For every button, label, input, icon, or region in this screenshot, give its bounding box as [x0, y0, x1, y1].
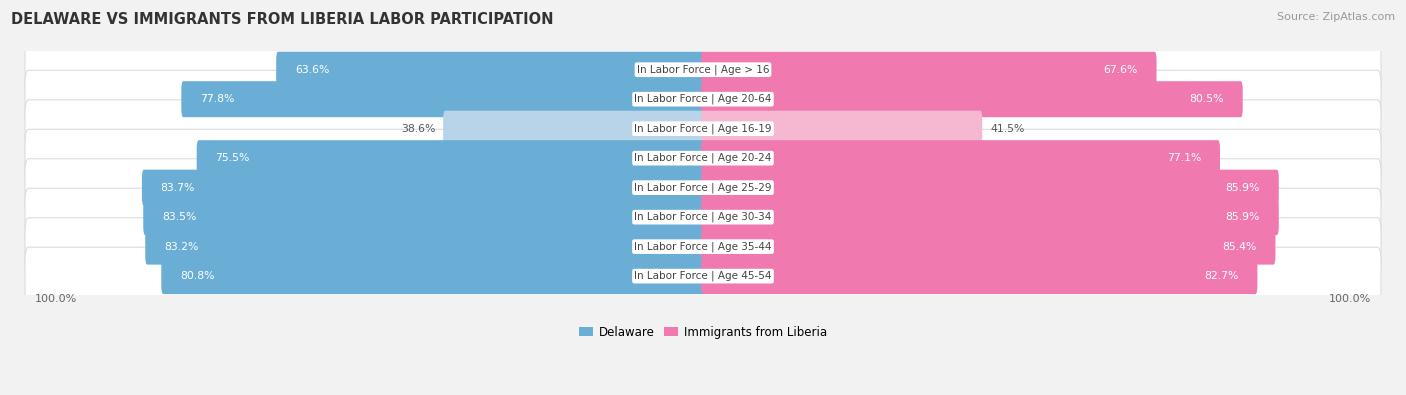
FancyBboxPatch shape	[702, 229, 1275, 265]
Text: 77.1%: 77.1%	[1167, 153, 1201, 163]
FancyBboxPatch shape	[162, 258, 704, 294]
Text: 75.5%: 75.5%	[215, 153, 250, 163]
Text: 80.8%: 80.8%	[180, 271, 215, 281]
FancyBboxPatch shape	[443, 111, 704, 147]
Text: In Labor Force | Age 16-19: In Labor Force | Age 16-19	[634, 124, 772, 134]
Text: 83.7%: 83.7%	[160, 182, 195, 193]
FancyBboxPatch shape	[142, 170, 704, 206]
Text: In Labor Force | Age 20-24: In Labor Force | Age 20-24	[634, 153, 772, 164]
Legend: Delaware, Immigrants from Liberia: Delaware, Immigrants from Liberia	[574, 321, 832, 343]
Text: 67.6%: 67.6%	[1104, 65, 1137, 75]
Text: 85.4%: 85.4%	[1222, 242, 1257, 252]
FancyBboxPatch shape	[702, 140, 1220, 176]
Text: 41.5%: 41.5%	[990, 124, 1025, 134]
FancyBboxPatch shape	[145, 229, 704, 265]
Text: 38.6%: 38.6%	[401, 124, 434, 134]
FancyBboxPatch shape	[702, 111, 983, 147]
Text: DELAWARE VS IMMIGRANTS FROM LIBERIA LABOR PARTICIPATION: DELAWARE VS IMMIGRANTS FROM LIBERIA LABO…	[11, 12, 554, 27]
Text: 85.9%: 85.9%	[1226, 212, 1260, 222]
FancyBboxPatch shape	[25, 129, 1381, 187]
FancyBboxPatch shape	[702, 199, 1279, 235]
Text: 100.0%: 100.0%	[1329, 294, 1371, 305]
FancyBboxPatch shape	[25, 159, 1381, 216]
Text: 83.5%: 83.5%	[162, 212, 197, 222]
FancyBboxPatch shape	[25, 218, 1381, 276]
Text: 77.8%: 77.8%	[200, 94, 235, 104]
FancyBboxPatch shape	[181, 81, 704, 117]
FancyBboxPatch shape	[25, 41, 1381, 99]
Text: 83.2%: 83.2%	[165, 242, 198, 252]
Text: 85.9%: 85.9%	[1226, 182, 1260, 193]
FancyBboxPatch shape	[702, 52, 1157, 88]
FancyBboxPatch shape	[197, 140, 704, 176]
Text: 80.5%: 80.5%	[1189, 94, 1225, 104]
Text: Source: ZipAtlas.com: Source: ZipAtlas.com	[1277, 12, 1395, 22]
Text: In Labor Force | Age 45-54: In Labor Force | Age 45-54	[634, 271, 772, 281]
FancyBboxPatch shape	[702, 81, 1243, 117]
Text: 82.7%: 82.7%	[1205, 271, 1239, 281]
FancyBboxPatch shape	[25, 188, 1381, 246]
FancyBboxPatch shape	[25, 247, 1381, 305]
FancyBboxPatch shape	[25, 100, 1381, 158]
FancyBboxPatch shape	[143, 199, 704, 235]
Text: In Labor Force | Age 25-29: In Labor Force | Age 25-29	[634, 182, 772, 193]
FancyBboxPatch shape	[276, 52, 704, 88]
Text: 100.0%: 100.0%	[35, 294, 77, 305]
Text: In Labor Force | Age 20-64: In Labor Force | Age 20-64	[634, 94, 772, 104]
Text: 63.6%: 63.6%	[295, 65, 329, 75]
FancyBboxPatch shape	[702, 170, 1279, 206]
Text: In Labor Force | Age > 16: In Labor Force | Age > 16	[637, 64, 769, 75]
Text: In Labor Force | Age 30-34: In Labor Force | Age 30-34	[634, 212, 772, 222]
FancyBboxPatch shape	[25, 70, 1381, 128]
FancyBboxPatch shape	[702, 258, 1257, 294]
Text: In Labor Force | Age 35-44: In Labor Force | Age 35-44	[634, 241, 772, 252]
